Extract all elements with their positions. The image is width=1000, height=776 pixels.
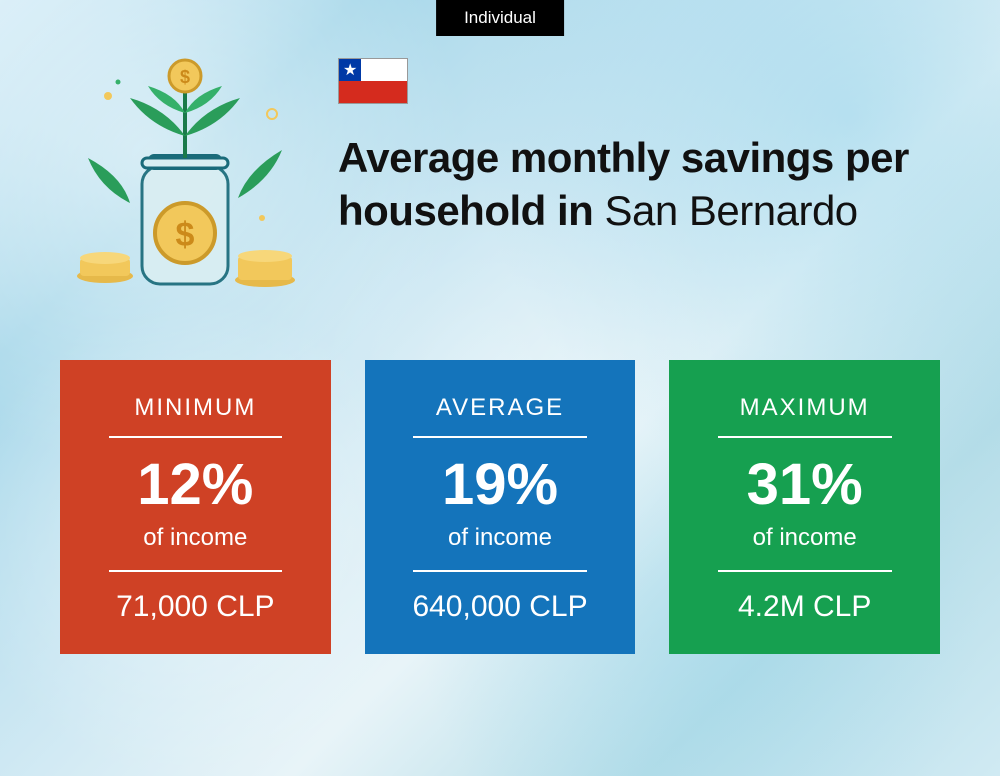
stat-cards: MINIMUM 12% of income 71,000 CLP AVERAGE… [60,360,940,654]
page-title: Average monthly savings per household in… [338,132,950,237]
card-amount: 71,000 CLP [84,590,307,624]
svg-text:$: $ [176,216,195,254]
divider [413,436,587,438]
divider [109,436,283,438]
divider [109,570,283,572]
title-location: San Bernardo [604,187,857,234]
card-average: AVERAGE 19% of income 640,000 CLP [365,360,636,654]
divider [718,436,892,438]
card-amount: 640,000 CLP [389,590,612,624]
card-percent: 19% [389,456,612,514]
divider [413,570,587,572]
card-label: MAXIMUM [693,394,916,422]
svg-text:$: $ [180,67,190,87]
card-subtext: of income [389,524,612,552]
divider [718,570,892,572]
card-label: AVERAGE [389,394,612,422]
card-maximum: MAXIMUM 31% of income 4.2M CLP [669,360,940,654]
card-percent: 31% [693,456,916,514]
header: $ $ ★ Avera [70,58,950,298]
card-minimum: MINIMUM 12% of income 71,000 CLP [60,360,331,654]
card-label: MINIMUM [84,394,307,422]
card-subtext: of income [84,524,307,552]
chile-flag-icon: ★ [338,58,408,104]
card-percent: 12% [84,456,307,514]
savings-illustration: $ $ [70,58,300,298]
card-amount: 4.2M CLP [693,590,916,624]
category-badge: Individual [436,0,564,36]
title-block: ★ Average monthly savings per household … [338,58,950,237]
card-subtext: of income [693,524,916,552]
